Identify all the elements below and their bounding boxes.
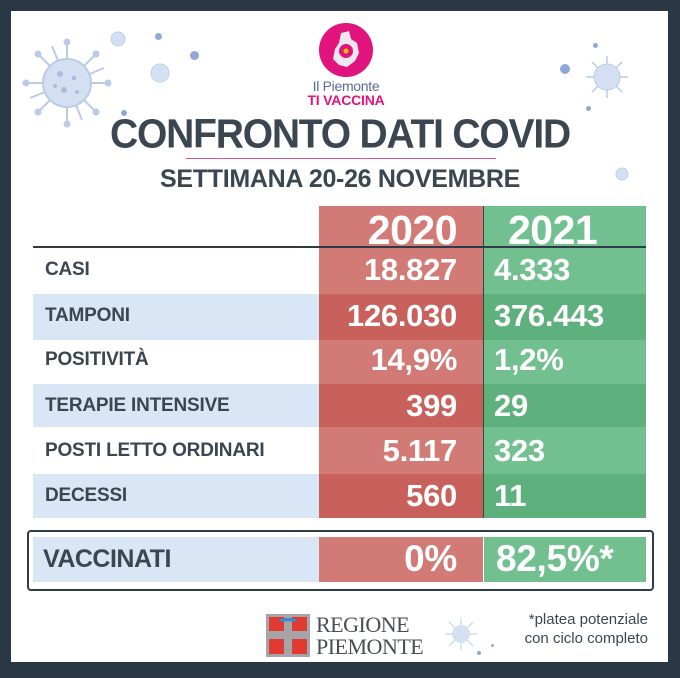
header-rule [33, 246, 646, 248]
region-name-line-1: REGIONE [316, 612, 410, 637]
page-title: CONFRONTO DATI COVID [110, 111, 571, 158]
footnote: *platea potenziale con ciclo completo [488, 610, 648, 648]
vaccinati-label-bg [33, 537, 319, 582]
piemonte-vaccina-logo [319, 23, 373, 77]
virus-small-icon [110, 31, 126, 47]
row-label-posti-letto: POSTI LETTO ORDINARI [45, 440, 265, 461]
region-name-line-2: PIEMONTE [316, 634, 424, 659]
value-2020: 126.030 [347, 298, 457, 333]
vaccinati-2021: 82,5%* [496, 538, 614, 579]
cell-bg [484, 384, 646, 427]
row-bg [33, 384, 319, 427]
logo-line-2: TI VACCINA [307, 92, 385, 108]
vaccinati-2020-bg [319, 537, 483, 582]
dot-decoration [155, 33, 162, 40]
dot-decoration [477, 651, 481, 655]
column-2020-bg [319, 206, 483, 294]
value-2021: 11 [494, 478, 527, 513]
column-divider [483, 206, 484, 518]
row-bg [33, 294, 319, 340]
virus-medium-icon [586, 56, 628, 98]
value-2020: 5.117 [382, 433, 458, 468]
value-2020: 399 [406, 388, 457, 423]
vaccinati-label: VACCINATI [43, 545, 171, 573]
footnote-line-1: *platea potenziale [528, 611, 648, 628]
column-header-2021: 2021 [508, 207, 598, 253]
vaccinati-2020: 0% [404, 538, 457, 579]
regione-piemonte-crest-icon [266, 614, 310, 657]
footnote-line-2: con ciclo completo [524, 630, 648, 647]
cell-bg [484, 340, 646, 384]
region-map-flower-icon [333, 31, 359, 67]
cell-bg [319, 474, 483, 518]
dot-decoration [491, 644, 494, 647]
cell-bg [319, 294, 483, 340]
row-label-positivita: POSITIVITÀ [45, 349, 149, 370]
page-subtitle: SETTIMANA 20-26 NOVEMBRE [160, 165, 520, 193]
dot-decoration [121, 110, 127, 116]
value-2021: 1,2% [494, 342, 564, 377]
cell-bg [319, 340, 483, 384]
value-2020: 560 [406, 478, 457, 513]
value-2021: 323 [494, 433, 545, 468]
virus-footer-icon [445, 618, 477, 650]
value-2021: 4.333 [494, 252, 571, 287]
column-2021-bg [484, 206, 646, 294]
logo-line-1: Il Piemonte [312, 78, 380, 94]
dot-decoration [593, 43, 598, 48]
value-2020: 18.827 [363, 252, 457, 287]
cell-bg [484, 474, 646, 518]
dot-decoration [586, 106, 591, 111]
value-2020: 14,9% [370, 342, 458, 377]
row-bg [33, 474, 319, 518]
row-label-decessi: DECESSI [45, 485, 128, 506]
value-2021: 29 [494, 388, 528, 423]
cell-bg [484, 294, 646, 340]
value-2021: 376.443 [494, 298, 604, 333]
dot-decoration [560, 64, 570, 74]
row-label-casi: CASI [45, 259, 90, 280]
row-label-tamponi: TAMPONI [45, 305, 130, 326]
vaccinati-2021-bg [484, 537, 646, 582]
dot-decoration [190, 51, 199, 60]
virus-small-icon [150, 63, 170, 83]
column-header-2020: 2020 [367, 207, 458, 253]
virus-small-icon [615, 167, 629, 181]
title-divider [186, 158, 496, 159]
cell-bg [484, 427, 646, 474]
cell-bg [319, 384, 483, 427]
cell-bg [319, 427, 483, 474]
row-label-terapie-intensive: TERAPIE INTENSIVE [45, 395, 230, 416]
virus-large-icon [22, 38, 112, 128]
